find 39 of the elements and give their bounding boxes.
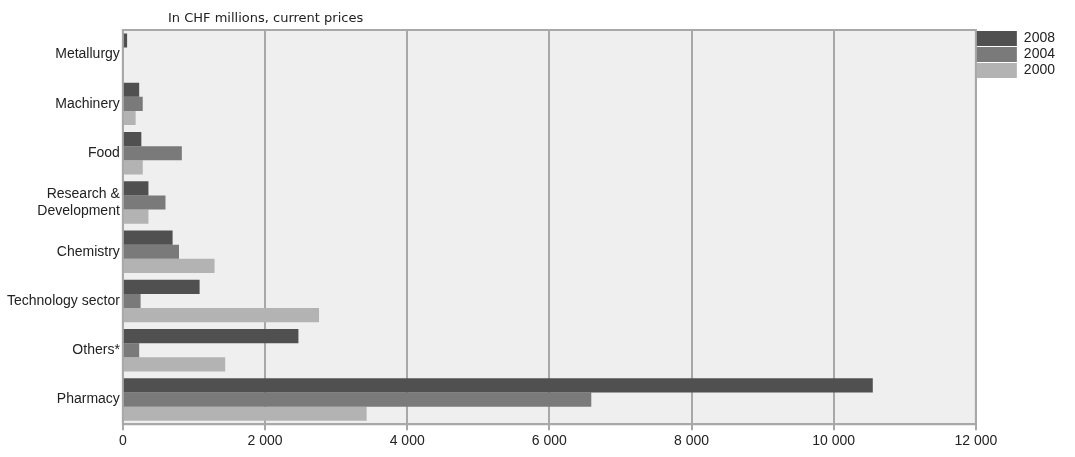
bar bbox=[123, 96, 143, 111]
y-tick-label: Pharmacy bbox=[56, 390, 120, 407]
bar bbox=[123, 181, 149, 196]
bar bbox=[123, 110, 136, 126]
x-tick-label: 8 000 bbox=[673, 432, 710, 449]
bar bbox=[123, 195, 166, 210]
bar bbox=[123, 329, 299, 344]
bar bbox=[123, 146, 182, 161]
x-tick-label: 12 000 bbox=[954, 432, 998, 449]
bar bbox=[123, 230, 173, 245]
bar bbox=[123, 343, 140, 358]
legend-label: 2000 bbox=[1023, 61, 1056, 78]
bar bbox=[123, 33, 128, 48]
y-tick-label: Research & Development bbox=[37, 184, 121, 218]
y-tick-label: Technology sector bbox=[7, 291, 121, 308]
chart-subtitle: In CHF millions, current prices bbox=[168, 10, 364, 25]
y-tick-label: Others* bbox=[72, 341, 121, 358]
bar bbox=[123, 293, 141, 309]
bar bbox=[123, 392, 592, 407]
x-tick-label: 10 000 bbox=[812, 432, 856, 449]
y-tick-label: Metallurgy bbox=[55, 45, 120, 62]
legend-label: 2004 bbox=[1023, 45, 1056, 62]
bar bbox=[123, 160, 143, 175]
x-tick-label: 0 bbox=[118, 432, 127, 449]
y-tick-label: Chemistry bbox=[56, 242, 120, 259]
bar bbox=[123, 378, 873, 393]
legend-label: 2008 bbox=[1023, 29, 1056, 46]
bar bbox=[123, 258, 215, 273]
x-tick-label: 2 000 bbox=[247, 432, 283, 449]
bar bbox=[123, 132, 142, 147]
x-tick-label: 6 000 bbox=[531, 432, 568, 449]
bar bbox=[123, 82, 140, 97]
bar bbox=[123, 244, 179, 259]
bar bbox=[123, 209, 149, 224]
x-tick-label: 4 000 bbox=[389, 432, 425, 449]
bar bbox=[123, 357, 226, 372]
y-tick-label: Food bbox=[87, 144, 120, 161]
bar bbox=[123, 279, 200, 294]
y-tick-label: Machinery bbox=[55, 94, 120, 111]
